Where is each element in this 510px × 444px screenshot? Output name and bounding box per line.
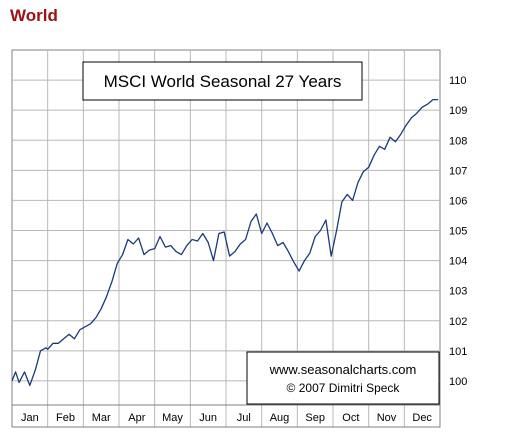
x-tick-label: May (162, 412, 183, 424)
y-tick-label: 100 (449, 376, 467, 388)
credit-author: © 2007 Dimitri Speck (287, 381, 401, 395)
x-tick-label: Feb (56, 412, 75, 424)
chart-title-box: MSCI World Seasonal 27 Years (82, 61, 363, 101)
y-tick-label: 103 (449, 286, 467, 298)
x-tick-label: Jan (21, 412, 39, 424)
x-tick-label: Sep (305, 412, 325, 424)
series-line (11, 98, 439, 387)
y-tick-label: 110 (449, 75, 467, 87)
y-tick-label: 108 (449, 135, 467, 147)
credit-box: www.seasonalcharts.com © 2007 Dimitri Sp… (246, 351, 440, 405)
page-heading: World (10, 6, 58, 25)
x-tick-label: Apr (128, 412, 145, 424)
credit-url: www.seasonalcharts.com (269, 362, 417, 377)
y-axis: 100 101 102 103 104 105 106 107 108 109 110 (449, 75, 467, 388)
y-tick-label: 109 (449, 105, 467, 117)
y-tick-label: 102 (449, 316, 467, 328)
x-tick-label: Aug (270, 412, 290, 424)
x-tick-label: Mar (92, 412, 111, 424)
x-tick-label: Oct (342, 412, 359, 424)
x-tick-label: Jul (237, 412, 251, 424)
x-tick-label: Nov (377, 412, 397, 424)
y-tick-label: 104 (449, 256, 467, 268)
x-axis: Jan Feb Mar Apr May Jun Jul Aug Sep Oct Nov Dec (21, 412, 432, 424)
x-tick-label: Jun (199, 412, 217, 424)
x-tick-label: Dec (412, 412, 432, 424)
y-tick-label: 107 (449, 165, 467, 177)
series-layer (11, 98, 439, 387)
y-tick-label: 101 (449, 346, 467, 358)
y-tick-label: 105 (449, 226, 467, 238)
chart-title: MSCI World Seasonal 27 Years (104, 72, 342, 91)
month-strip-frame (11, 404, 441, 428)
y-tick-label: 106 (449, 195, 467, 207)
